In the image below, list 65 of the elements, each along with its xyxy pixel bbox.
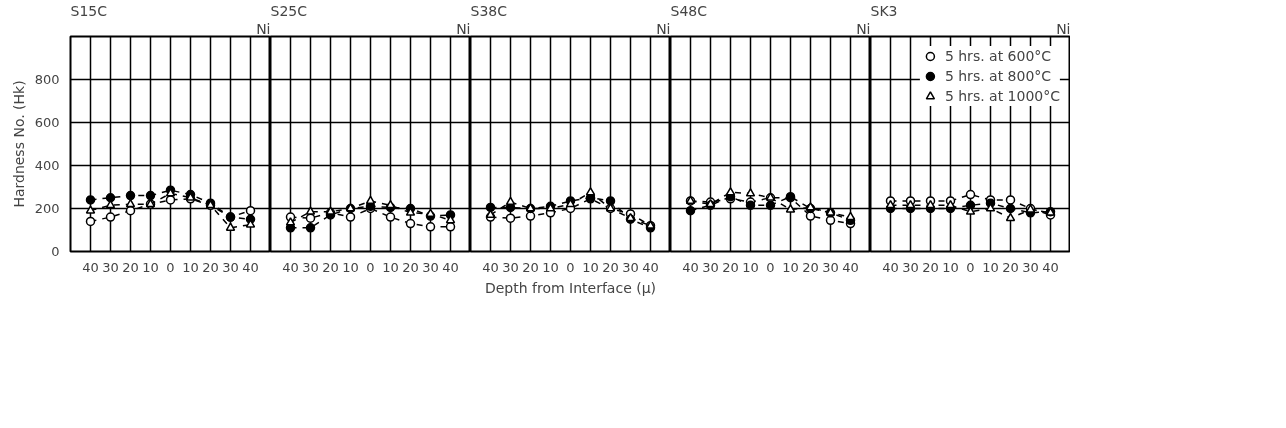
- legend-label: 5 hrs. at 1000°C: [944, 87, 1060, 106]
- x-tick-label: 40: [642, 259, 659, 275]
- x-tick-label: 30: [1022, 259, 1039, 275]
- x-tick-label: 40: [1042, 259, 1059, 275]
- x-tick-label: 40: [882, 259, 899, 275]
- x-tick-label: 10: [582, 259, 599, 275]
- y-tick-label: 0: [51, 244, 60, 259]
- x-tick-label: 40: [242, 259, 259, 275]
- annotation: Ni: [1056, 20, 1071, 37]
- x-tick-label: 40: [282, 259, 299, 275]
- annotation: Ni: [456, 20, 471, 37]
- x-tick-label: 20: [922, 259, 939, 275]
- x-tick-label: 30: [422, 259, 439, 275]
- x-tick-label: 30: [502, 259, 519, 275]
- chart-title: SK3: [870, 2, 898, 19]
- x-tick-label: 10: [142, 259, 159, 275]
- x-tick-label: 20: [802, 259, 819, 275]
- x-tick-label: 30: [902, 259, 919, 275]
- x-tick-label: 0: [366, 259, 375, 275]
- chart-title: S38C: [470, 2, 508, 19]
- x-tick-label: 10: [382, 259, 399, 275]
- x-tick-label: 30: [102, 259, 119, 275]
- x-tick-label: 30: [222, 259, 239, 275]
- x-tick-label: 30: [622, 259, 639, 275]
- y-axis-title: Hardness No. (Hk): [10, 80, 27, 208]
- x-tick-label: 20: [322, 259, 339, 275]
- x-tick-label: 40: [482, 259, 499, 275]
- x-tick-label: 30: [822, 259, 839, 275]
- x-tick-label: 0: [166, 259, 175, 275]
- x-tick-label: 20: [602, 259, 619, 275]
- x-tick-label: 40: [842, 259, 859, 275]
- chart-title: S15C: [70, 2, 108, 19]
- x-tick-label: 20: [522, 259, 539, 275]
- annotation: Ni: [256, 20, 271, 37]
- y-tick-label: 800: [34, 72, 60, 87]
- x-tick-label: 30: [702, 259, 719, 275]
- annotation: Ni: [856, 20, 871, 37]
- x-tick-label: 10: [742, 259, 759, 275]
- x-tick-label: 20: [202, 259, 219, 275]
- x-tick-label: 40: [82, 259, 99, 275]
- x-tick-label: 20: [402, 259, 419, 275]
- x-axis-title: Depth from Interface (μ): [484, 279, 657, 296]
- x-tick-label: 40: [442, 259, 459, 275]
- x-tick-label: 10: [942, 259, 959, 275]
- x-tick-label: 20: [122, 259, 139, 275]
- y-tick-label: 200: [34, 201, 60, 216]
- x-tick-label: 10: [342, 259, 359, 275]
- legend-label: 5 hrs. at 800°C: [944, 67, 1052, 86]
- x-tick-label: 20: [722, 259, 739, 275]
- legend-label: 5 hrs. at 600°C: [944, 47, 1052, 66]
- chart-title: S48C: [670, 2, 708, 19]
- x-tick-label: 20: [1002, 259, 1019, 275]
- x-tick-label: 30: [302, 259, 319, 275]
- annotation: Ni: [656, 20, 671, 37]
- chart-title: S25C: [270, 2, 308, 19]
- x-tick-label: 10: [982, 259, 999, 275]
- x-tick-label: 0: [566, 259, 575, 275]
- x-tick-label: 0: [766, 259, 775, 275]
- y-tick-label: 400: [34, 158, 60, 173]
- x-tick-label: 10: [782, 259, 799, 275]
- x-tick-label: 10: [542, 259, 559, 275]
- x-tick-label: 0: [966, 259, 975, 275]
- y-tick-label: 600: [34, 115, 60, 130]
- x-tick-label: 40: [682, 259, 699, 275]
- x-tick-label: 10: [182, 259, 199, 275]
